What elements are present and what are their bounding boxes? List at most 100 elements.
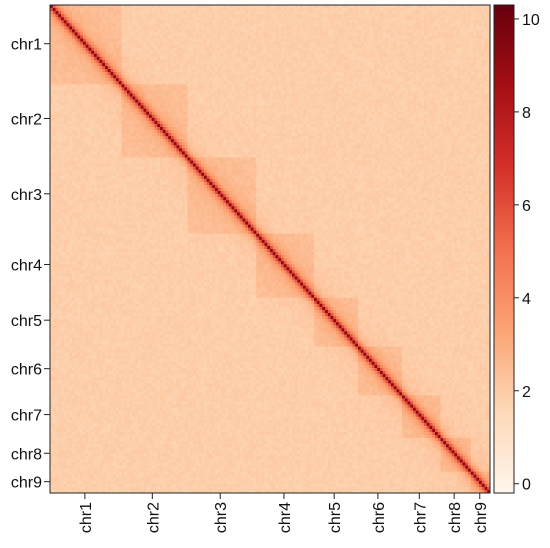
heatmap-cell [342, 45, 345, 48]
heatmap-cell [245, 54, 248, 57]
heatmap-cell [193, 36, 196, 39]
heatmap-cell [421, 5, 424, 8]
heatmap-cell [232, 32, 235, 35]
heatmap-cell [463, 93, 466, 96]
heatmap-cell [344, 75, 347, 78]
heatmap-cell [72, 42, 75, 45]
heatmap-cell [124, 39, 127, 42]
heatmap-cell [221, 39, 224, 42]
heatmap-cell [314, 48, 317, 51]
heatmap-cell [292, 87, 295, 90]
heatmap-cell [78, 36, 81, 39]
heatmap-cell [342, 20, 345, 23]
heatmap-cell [113, 8, 116, 11]
heatmap-cell [210, 39, 213, 42]
heatmap-cell [421, 14, 424, 17]
heatmap-cell [410, 11, 413, 14]
heatmap-cell [427, 84, 430, 87]
heatmap-cell [350, 26, 353, 29]
heatmap-cell [212, 48, 215, 51]
heatmap-cell [397, 84, 400, 87]
heatmap-cell [245, 45, 248, 48]
heatmap-cell [325, 14, 328, 17]
heatmap-cell [402, 66, 405, 69]
heatmap-cell [75, 54, 78, 57]
heatmap-cell [273, 45, 276, 48]
heatmap-cell [331, 75, 334, 78]
heatmap-cell [133, 36, 136, 39]
heatmap-cell [130, 66, 133, 69]
heatmap-cell [364, 63, 367, 66]
heatmap-cell [427, 93, 430, 96]
heatmap-cell [443, 29, 446, 32]
heatmap-cell [276, 17, 279, 20]
heatmap-cell [284, 39, 287, 42]
heatmap-cell [438, 63, 441, 66]
heatmap-cell [416, 90, 419, 93]
heatmap-cell [204, 11, 207, 14]
heatmap-cell [149, 69, 152, 72]
heatmap-cell [155, 78, 158, 81]
heatmap-cell [369, 23, 372, 26]
heatmap-cell [325, 57, 328, 60]
heatmap-cell [474, 11, 477, 14]
heatmap-cell [199, 11, 202, 14]
heatmap-cell [135, 72, 138, 75]
heatmap-cell [366, 87, 369, 90]
heatmap-cell [320, 36, 323, 39]
heatmap-cell [391, 39, 394, 42]
heatmap-cell [75, 63, 78, 66]
heatmap-cell [405, 17, 408, 20]
heatmap-cell [105, 54, 108, 57]
heatmap-cell [364, 48, 367, 51]
heatmap-cell [369, 32, 372, 35]
heatmap-cell [336, 20, 339, 23]
heatmap-cell [234, 26, 237, 29]
heatmap-cell [383, 51, 386, 54]
heatmap-cell [155, 93, 158, 96]
heatmap-cell [410, 66, 413, 69]
heatmap-cell [441, 54, 444, 57]
heatmap-cell [146, 32, 149, 35]
heatmap-cell [190, 54, 193, 57]
heatmap-cell [419, 20, 422, 23]
heatmap-cell [67, 11, 70, 14]
heatmap-cell [303, 87, 306, 90]
heatmap-cell [405, 5, 408, 8]
heatmap-cell [364, 87, 367, 90]
heatmap-cell [457, 42, 460, 45]
heatmap-cell [391, 32, 394, 35]
heatmap-cell [333, 84, 336, 87]
heatmap-cell [218, 63, 221, 66]
heatmap-cell [353, 23, 356, 26]
heatmap-cell [482, 29, 485, 32]
heatmap-cell [262, 90, 265, 93]
heatmap-cell [276, 42, 279, 45]
heatmap-cell [199, 51, 202, 54]
heatmap-cell [144, 78, 147, 81]
heatmap-cell [452, 39, 455, 42]
heatmap-cell [83, 29, 86, 32]
heatmap-cell [116, 5, 119, 8]
heatmap-cell [380, 17, 383, 20]
heatmap-cell [251, 32, 254, 35]
heatmap-cell [122, 81, 125, 84]
heatmap-cell [424, 75, 427, 78]
heatmap-cell [215, 51, 218, 54]
heatmap-cell [254, 51, 257, 54]
heatmap-cell [223, 54, 226, 57]
heatmap-cell [94, 5, 97, 8]
heatmap-cell [193, 5, 196, 8]
heatmap-cell [177, 81, 180, 84]
heatmap-cell [278, 26, 281, 29]
heatmap-cell [435, 42, 438, 45]
heatmap-cell [441, 84, 444, 87]
heatmap-cell [471, 11, 474, 14]
heatmap-cell [298, 20, 301, 23]
heatmap-cell [188, 11, 191, 14]
heatmap-cell [474, 90, 477, 93]
heatmap-cell [372, 23, 375, 26]
heatmap-cell [452, 69, 455, 72]
heatmap-cell [135, 84, 138, 87]
heatmap-cell [163, 17, 166, 20]
